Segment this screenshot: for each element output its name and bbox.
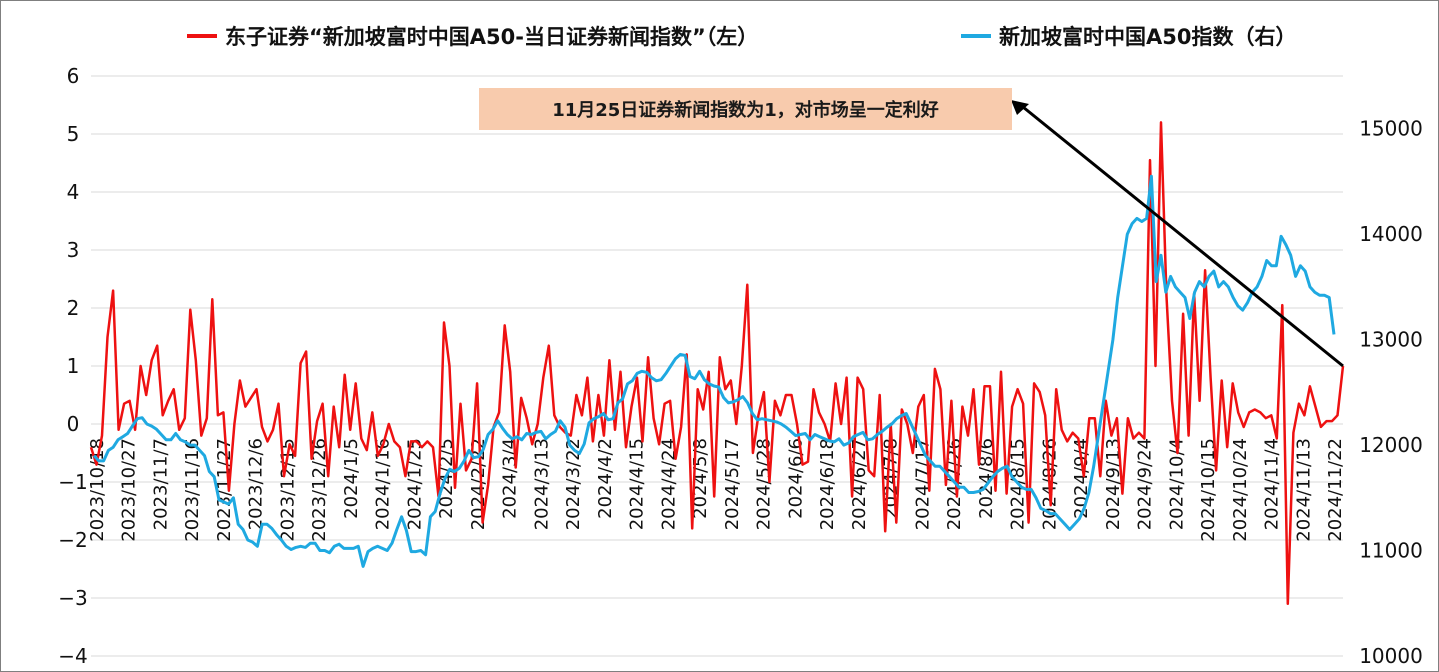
left-axis-tick-label: 0 (67, 412, 80, 436)
series-line-a50-index (92, 174, 1336, 568)
left-axis-ticks: 6 5 4 3 2 1 0 −1 −2 −3 −4 (58, 64, 87, 668)
left-axis-tick-label: 3 (67, 238, 80, 262)
left-axis-tick-label: 2 (67, 296, 80, 320)
x-axis-tick-label: 2024/8/6 (976, 438, 997, 519)
x-axis-tick-label: 2024/1/25 (404, 438, 425, 530)
x-axis-tick-label: 2024/6/18 (817, 438, 838, 530)
left-axis-tick-label: 6 (67, 64, 80, 88)
x-axis-tick-label: 2024/10/4 (1166, 438, 1187, 530)
left-axis-tick-label: −4 (58, 644, 87, 668)
legend-blue-swatch (961, 34, 991, 38)
left-axis-tick-label: −2 (58, 528, 87, 552)
series-lines (89, 121, 1345, 606)
x-axis-tick-label: 2024/5/17 (722, 438, 743, 530)
x-axis-tick-label: 2024/3/22 (563, 438, 584, 530)
x-axis-tick-label: 2023/11/16 (182, 438, 203, 542)
x-axis-tick-label: 2024/11/13 (1293, 438, 1314, 542)
x-axis-tick-label: 2024/10/15 (1198, 438, 1219, 542)
series-line-news-index (89, 121, 1345, 606)
right-axis-tick-label: 10000 (1359, 644, 1423, 668)
right-axis-ticks: 15000 14000 13000 12000 11000 10000 (1359, 117, 1423, 668)
x-axis-tick-label: 2023/11/7 (150, 438, 171, 530)
x-axis-tick-label: 2023/12/6 (246, 438, 267, 530)
legend-label-a50-index: 新加坡富时中国A50指数（右） (999, 25, 1297, 49)
x-axis-tick-label: 2024/4/15 (627, 438, 648, 530)
legend-item-news-index: 东子证券“新加坡富时中国A50-当日证券新闻指数”（左） (187, 21, 758, 51)
x-axis-tick-label: 2023/12/26 (309, 438, 330, 542)
x-axis-tick-label: 2024/1/16 (373, 438, 394, 530)
x-axis-tick-label: 2024/3/13 (531, 438, 552, 530)
annotation-box: 11月25日证券新闻指数为1，对市场呈一定利好 (479, 88, 1012, 130)
x-axis-tick-label: 2023/10/18 (87, 438, 108, 542)
x-axis-tick-label: 2023/10/27 (119, 438, 140, 542)
legend-item-a50-index: 新加坡富时中国A50指数（右） (961, 21, 1296, 51)
annotation-arrow (1011, 100, 1344, 368)
left-axis-tick-label: 5 (67, 122, 80, 146)
x-axis-tick-label: 2024/6/6 (785, 438, 806, 519)
right-axis-tick-label: 15000 (1359, 117, 1423, 141)
arrow-head (1011, 100, 1029, 115)
right-axis-tick-label: 11000 (1359, 539, 1423, 563)
legend-label-news-index: 东子证券“新加坡富时中国A50-当日证券新闻指数”（左） (225, 25, 759, 49)
arrow-line (1022, 105, 1344, 368)
left-axis-tick-label: 1 (67, 354, 80, 378)
x-axis-tick-label: 2024/4/24 (658, 438, 679, 530)
x-axis-tick-label: 2024/4/2 (595, 438, 616, 519)
left-axis-tick-label: −1 (58, 470, 87, 494)
right-axis-tick-label: 12000 (1359, 433, 1423, 457)
x-axis-tick-label: 2024/10/24 (1230, 438, 1251, 542)
x-axis-tick-label: 2024/9/4 (1071, 438, 1092, 519)
x-axis-tick-label: 2024/11/22 (1325, 438, 1346, 542)
x-axis-tick-label: 2024/9/13 (1103, 438, 1124, 530)
x-axis-tick-label: 2024/1/5 (341, 438, 362, 519)
right-axis-tick-label: 13000 (1359, 328, 1423, 352)
left-axis-tick-label: −3 (58, 586, 87, 610)
x-axis-tick-label: 2023/11/27 (214, 438, 235, 542)
left-axis-tick-label: 4 (67, 180, 80, 204)
legend-red-swatch (187, 34, 217, 38)
x-axis-tick-label: 2024/11/4 (1262, 438, 1283, 530)
x-axis-tick-label: 2024/9/24 (1135, 438, 1156, 530)
right-axis-tick-label: 14000 (1359, 222, 1423, 246)
x-axis-labels: 2023/10/18 2023/10/27 2023/11/7 2023/11/16 2… (87, 438, 1346, 542)
